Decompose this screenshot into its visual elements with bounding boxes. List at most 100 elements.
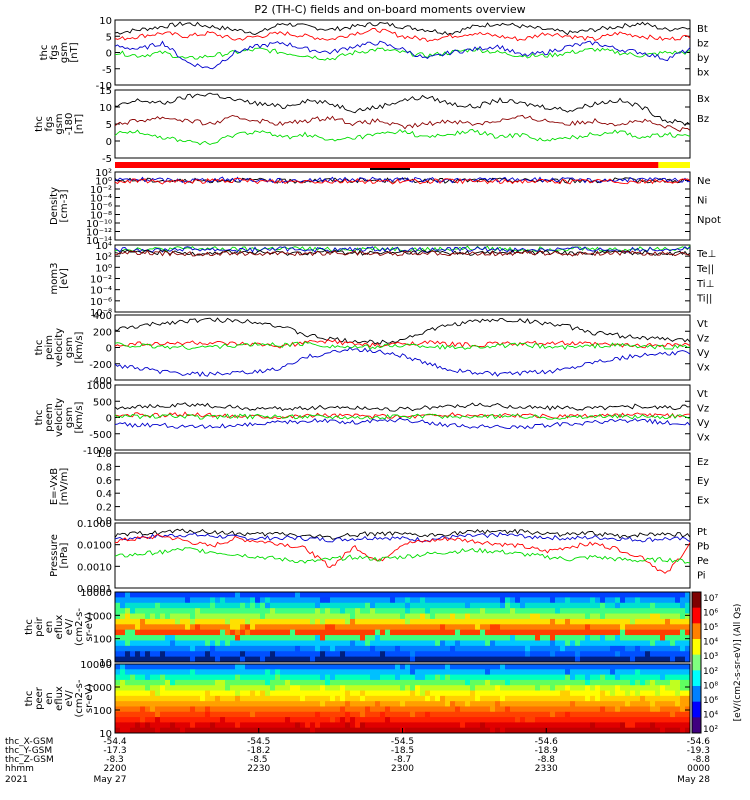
- heatmap-cell: [600, 679, 606, 686]
- heatmap-cell: [560, 695, 566, 702]
- heatmap-cell: [455, 608, 461, 615]
- heatmap-cell: [440, 629, 446, 636]
- heatmap-cell: [200, 669, 206, 676]
- heatmap-cell: [370, 664, 376, 670]
- heatmap-cell: [675, 645, 681, 652]
- heatmap-cell: [675, 651, 681, 658]
- heatmap-cell: [350, 629, 356, 636]
- heatmap-cell: [295, 602, 301, 609]
- heatmap-cell: [540, 629, 546, 636]
- heatmap-cell: [435, 613, 441, 620]
- heatmap-cell: [430, 717, 436, 723]
- heatmap-cell: [265, 602, 271, 609]
- heatmap-cell: [420, 597, 426, 604]
- heatmap-cell: [145, 592, 151, 598]
- heatmap-cell: [620, 592, 626, 598]
- heatmap-cell: [205, 656, 211, 663]
- heatmap-cell: [475, 685, 481, 692]
- heatmap-cell: [675, 695, 681, 702]
- heatmap-cell: [155, 602, 161, 609]
- heatmap-cell: [385, 608, 391, 615]
- heatmap-cell: [635, 597, 641, 604]
- heatmap-cell: [360, 645, 366, 652]
- heatmap-cell: [270, 717, 276, 723]
- heatmap-cell: [220, 674, 226, 681]
- heatmap-cell: [515, 597, 521, 604]
- heatmap-cell: [625, 674, 631, 681]
- heatmap-cell: [375, 629, 381, 636]
- heatmap-cell: [235, 618, 241, 625]
- heatmap-cell: [255, 613, 261, 620]
- heatmap-cell: [585, 608, 591, 615]
- heatmap-cell: [580, 624, 586, 631]
- heatmap-cell: [475, 722, 481, 729]
- heatmap-cell: [130, 685, 136, 692]
- heatmap-cell: [320, 685, 326, 692]
- heatmap-cell: [510, 674, 516, 681]
- heatmap-cell: [380, 597, 386, 604]
- heatmap-cell: [435, 629, 441, 636]
- heatmap-cell: [470, 618, 476, 625]
- heatmap-cell: [235, 717, 241, 723]
- heatmap-cell: [635, 602, 641, 609]
- heatmap-cell: [140, 690, 146, 697]
- heatmap-cell: [540, 711, 546, 718]
- heatmap-cell: [530, 711, 536, 718]
- heatmap-cell: [490, 706, 496, 713]
- heatmap-cell: [210, 674, 216, 681]
- heatmap-cell: [490, 717, 496, 723]
- heatmap-cell: [175, 717, 181, 723]
- heatmap-cell: [625, 711, 631, 718]
- xtick-value: -8.5: [250, 755, 268, 765]
- heatmap-cell: [445, 640, 451, 647]
- heatmap-cell: [405, 722, 411, 729]
- heatmap-cell: [630, 656, 636, 663]
- heatmap-cell: [225, 629, 231, 636]
- heatmap-cell: [640, 727, 646, 734]
- heatmap-cell: [405, 664, 411, 670]
- heatmap-cell: [120, 664, 126, 670]
- heatmap-cell: [365, 602, 371, 609]
- heatmap-cell: [445, 664, 451, 670]
- series-line-Pt: [114, 528, 691, 540]
- heatmap-cell: [585, 602, 591, 609]
- heatmap-cell: [350, 706, 356, 713]
- heatmap-cell: [140, 618, 146, 625]
- heatmap-cell: [635, 592, 641, 598]
- heatmap-cell: [500, 613, 506, 620]
- ytick-label: 10⁻⁴: [90, 194, 112, 205]
- heatmap-cell: [245, 679, 251, 686]
- heatmap-cell: [345, 717, 351, 723]
- heatmap-cell: [160, 602, 166, 609]
- heatmap-cell: [555, 669, 561, 676]
- heatmap-cell: [590, 717, 596, 723]
- heatmap-cell: [135, 664, 141, 670]
- heatmap-cell: [455, 597, 461, 604]
- heatmap-cell: [615, 679, 621, 686]
- heatmap-cell: [570, 656, 576, 663]
- heatmap-cell: [220, 679, 226, 686]
- heatmap-cell: [515, 685, 521, 692]
- ytick-label: 10⁻⁶: [90, 202, 112, 213]
- heatmap-cell: [450, 645, 456, 652]
- heatmap-cell: [465, 679, 471, 686]
- heatmap-cell: [250, 656, 256, 663]
- heatmap-cell: [495, 597, 501, 604]
- heatmap-cell: [295, 685, 301, 692]
- heatmap-cell: [340, 624, 346, 631]
- heatmap-cell: [160, 618, 166, 625]
- heatmap-cell: [285, 602, 291, 609]
- heatmap-cell: [215, 674, 221, 681]
- heatmap-cell: [365, 711, 371, 718]
- heatmap-cell: [385, 640, 391, 647]
- heatmap-cell: [490, 722, 496, 729]
- heatmap-cell: [185, 722, 191, 729]
- heatmap-cell: [280, 669, 286, 676]
- heatmap-cell: [450, 664, 456, 670]
- heatmap-cell: [605, 722, 611, 729]
- heatmap-cell: [255, 651, 261, 658]
- heatmap-cell: [655, 664, 661, 670]
- heatmap-cell: [575, 685, 581, 692]
- heatmap-cell: [365, 706, 371, 713]
- heatmap-cell: [315, 669, 321, 676]
